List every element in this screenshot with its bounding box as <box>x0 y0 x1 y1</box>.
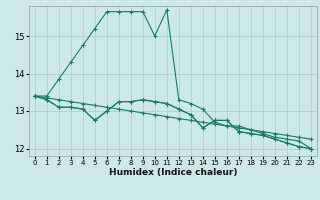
X-axis label: Humidex (Indice chaleur): Humidex (Indice chaleur) <box>108 168 237 177</box>
